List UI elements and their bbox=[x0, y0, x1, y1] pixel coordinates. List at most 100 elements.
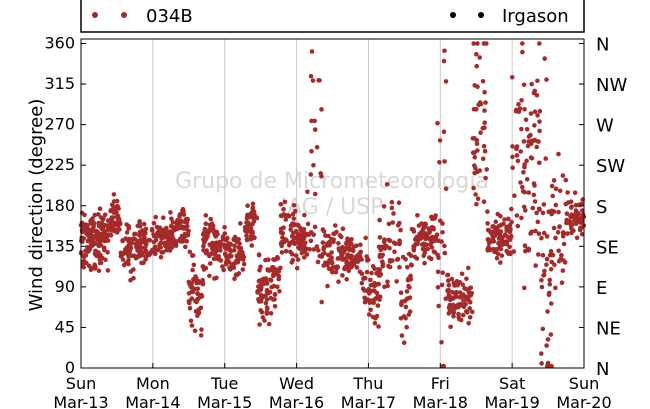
x-tick-day: Tue bbox=[210, 374, 238, 393]
data-point-034b bbox=[495, 211, 501, 217]
data-point-034b bbox=[522, 285, 527, 291]
data-point-034b bbox=[547, 277, 552, 283]
data-point-034b bbox=[99, 224, 104, 230]
data-point-034b bbox=[368, 277, 373, 283]
data-point-034b bbox=[535, 78, 540, 84]
watermark-line-1: Grupo de Micrometeorologia bbox=[175, 169, 489, 194]
x-tick-day: Thu bbox=[352, 374, 383, 393]
data-point-034b bbox=[357, 250, 363, 255]
data-point-034b bbox=[90, 234, 95, 239]
data-point-034b bbox=[259, 294, 264, 300]
data-point-034b bbox=[187, 249, 193, 255]
data-point-034b bbox=[419, 221, 424, 226]
data-point-034b bbox=[425, 246, 431, 252]
data-point-034b bbox=[481, 143, 487, 149]
data-point-034b bbox=[548, 266, 554, 272]
data-point-034b bbox=[331, 237, 336, 242]
data-point-034b bbox=[541, 273, 546, 278]
data-point-034b bbox=[461, 298, 466, 303]
legend-marker-034b-2 bbox=[121, 12, 127, 18]
data-point-034b bbox=[525, 143, 531, 149]
data-point-034b bbox=[312, 191, 318, 197]
data-point-034b bbox=[480, 125, 486, 131]
data-point-034b bbox=[449, 276, 455, 282]
data-point-034b bbox=[258, 287, 264, 293]
data-point-034b bbox=[561, 230, 566, 235]
data-point-034b bbox=[539, 351, 544, 356]
data-point-034b bbox=[404, 324, 410, 330]
data-point-034b bbox=[430, 216, 435, 222]
data-point-034b bbox=[258, 278, 264, 283]
data-point-034b bbox=[364, 269, 370, 275]
data-point-034b bbox=[329, 250, 334, 255]
data-point-034b bbox=[423, 236, 429, 242]
data-point-034b bbox=[278, 226, 284, 232]
data-point-034b bbox=[352, 257, 357, 263]
x-tick-day: Sat bbox=[499, 374, 525, 393]
data-point-034b bbox=[550, 252, 556, 258]
data-point-034b bbox=[521, 204, 527, 210]
data-point-034b bbox=[331, 231, 336, 237]
data-point-034b bbox=[443, 79, 449, 84]
data-point-034b bbox=[227, 265, 232, 271]
data-point-034b bbox=[348, 247, 354, 252]
data-point-034b bbox=[396, 200, 402, 205]
data-point-034b bbox=[283, 237, 289, 242]
data-point-034b bbox=[467, 315, 473, 320]
data-point-034b bbox=[369, 270, 374, 276]
data-point-034b bbox=[442, 48, 447, 54]
data-point-034b bbox=[523, 208, 528, 213]
data-point-034b bbox=[556, 248, 561, 254]
data-point-034b bbox=[372, 280, 377, 286]
data-point-034b bbox=[530, 205, 536, 211]
data-point-034b bbox=[308, 172, 314, 177]
data-point-034b bbox=[575, 210, 580, 216]
data-point-034b bbox=[207, 253, 212, 259]
data-point-034b bbox=[214, 275, 219, 281]
data-point-034b bbox=[267, 268, 272, 273]
data-point-034b bbox=[520, 41, 525, 46]
data-point-034b bbox=[160, 250, 166, 255]
data-point-034b bbox=[249, 243, 255, 248]
data-point-034b bbox=[302, 212, 307, 218]
data-point-034b bbox=[544, 77, 549, 82]
data-point-034b bbox=[379, 254, 385, 259]
data-point-034b bbox=[429, 240, 435, 245]
x-tick-date: Mar-16 bbox=[269, 393, 324, 409]
data-point-034b bbox=[191, 262, 197, 268]
data-point-034b bbox=[458, 317, 464, 323]
data-point-034b bbox=[537, 119, 542, 124]
data-point-034b bbox=[114, 227, 119, 233]
data-point-034b bbox=[245, 221, 251, 227]
data-point-034b bbox=[376, 324, 381, 329]
x-tick-day: Fri bbox=[431, 374, 450, 393]
data-point-034b bbox=[411, 227, 416, 233]
data-point-034b bbox=[389, 199, 395, 205]
data-point-034b bbox=[528, 132, 533, 138]
data-point-034b bbox=[151, 233, 157, 239]
data-point-034b bbox=[198, 333, 204, 338]
data-point-034b bbox=[519, 98, 524, 103]
data-point-034b bbox=[472, 155, 478, 160]
data-point-034b bbox=[93, 264, 98, 270]
data-point-034b bbox=[482, 108, 487, 113]
y2-tick-label: NW bbox=[596, 75, 627, 96]
y-tick-label: 270 bbox=[44, 115, 75, 134]
data-point-034b bbox=[533, 263, 538, 268]
data-point-034b bbox=[441, 129, 447, 135]
data-point-034b bbox=[367, 291, 372, 296]
data-point-034b bbox=[128, 277, 133, 283]
data-point-034b bbox=[212, 232, 218, 237]
data-point-034b bbox=[406, 276, 411, 282]
data-point-034b bbox=[260, 315, 266, 320]
plot-frame bbox=[80, 38, 585, 369]
data-point-034b bbox=[481, 41, 487, 46]
data-point-034b bbox=[532, 137, 537, 143]
data-point-034b bbox=[510, 144, 515, 149]
data-point-034b bbox=[329, 258, 334, 263]
data-point-034b bbox=[442, 243, 447, 249]
data-point-034b bbox=[176, 225, 181, 230]
data-point-034b bbox=[177, 212, 183, 217]
data-point-034b bbox=[359, 280, 365, 286]
data-point-034b bbox=[293, 253, 299, 258]
